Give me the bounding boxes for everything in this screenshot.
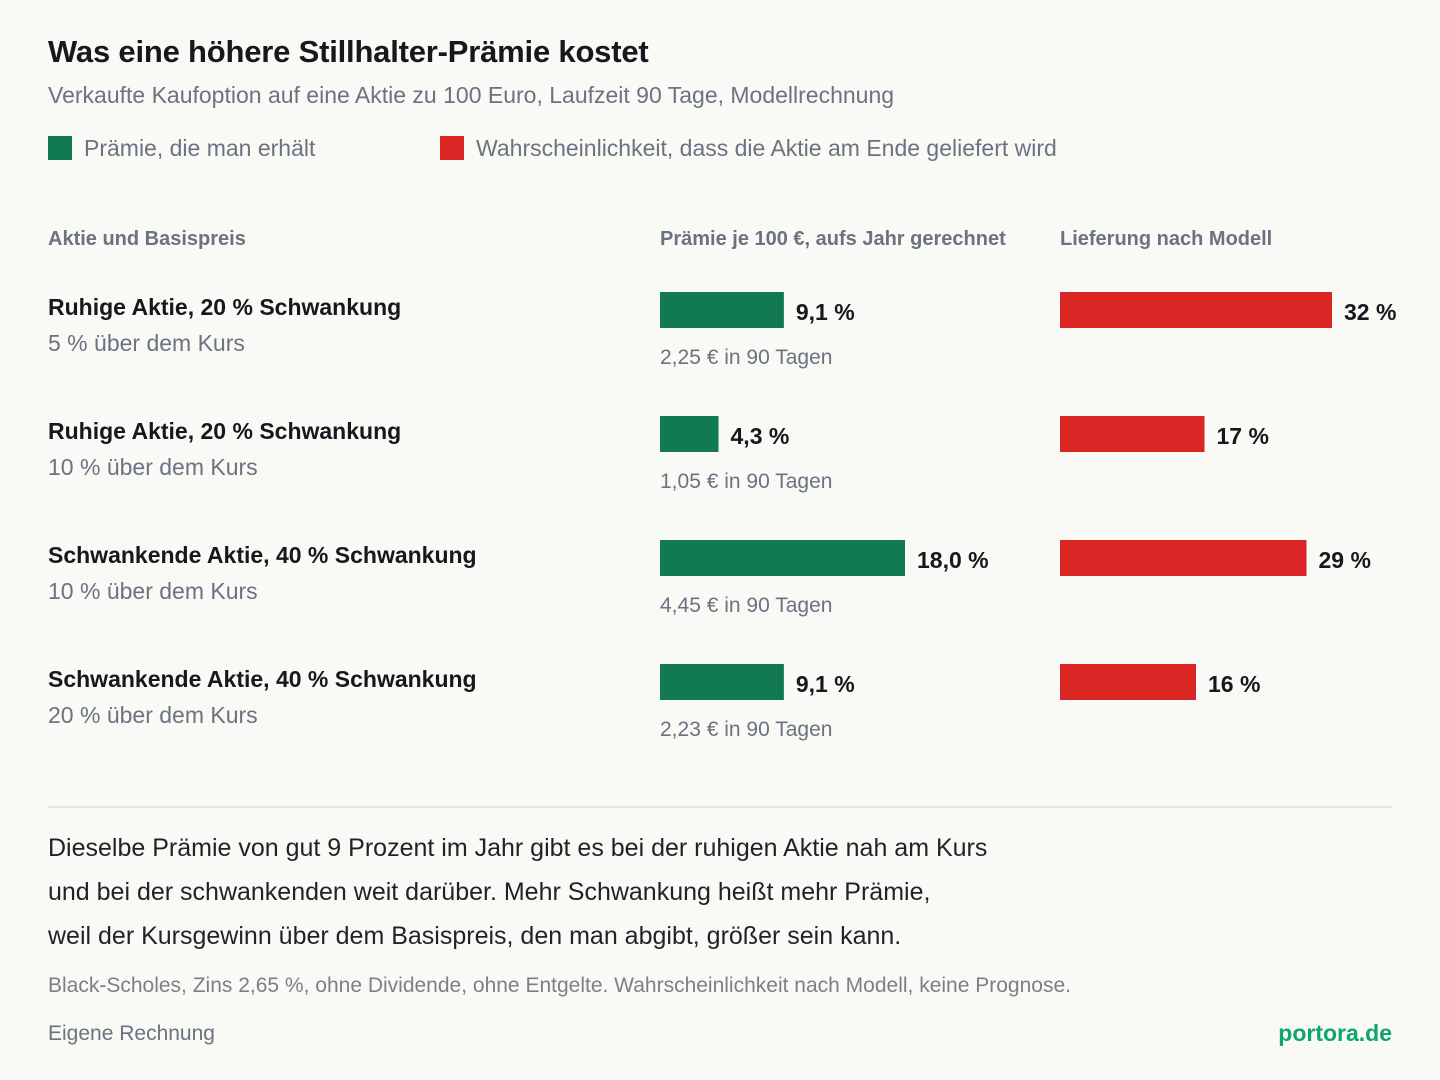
- row-subtitle: 10 % über dem Kurs: [48, 454, 258, 480]
- conclusion-line: Dieselbe Prämie von gut 9 Prozent im Jah…: [48, 834, 988, 862]
- delivery-value-label: 29 %: [1319, 547, 1371, 573]
- legend-swatch-probability: [440, 136, 464, 160]
- conclusion-line: weil der Kursgewinn über dem Basispreis,…: [48, 922, 902, 950]
- legend-probability: Wahrscheinlichkeit, dass die Aktie am En…: [440, 134, 1057, 162]
- delivery-value-label: 17 %: [1217, 423, 1269, 449]
- delivery-bar: [1060, 664, 1196, 700]
- premium-bar: [660, 664, 784, 700]
- column-header-premium: Prämie je 100 €, aufs Jahr gerechnet: [660, 228, 1006, 250]
- row-title: Ruhige Aktie, 20 % Schwankung: [48, 418, 402, 444]
- delivery-bar: [1060, 416, 1205, 452]
- premium-absolute-label: 1,05 € in 90 Tagen: [660, 470, 832, 493]
- premium-absolute-label: 2,23 € in 90 Tagen: [660, 718, 832, 741]
- premium-value-label: 9,1 %: [796, 299, 855, 325]
- legend-premium: Prämie, die man erhält: [48, 134, 315, 162]
- divider: [48, 806, 1392, 808]
- legend-probability-label: Wahrscheinlichkeit, dass die Aktie am En…: [476, 134, 1057, 161]
- legend-premium-label: Prämie, die man erhält: [84, 134, 316, 161]
- premium-bar: [660, 292, 784, 328]
- premium-absolute-label: 2,25 € in 90 Tagen: [660, 346, 832, 369]
- conclusion-text: Dieselbe Prämie von gut 9 Prozent im Jah…: [48, 826, 1248, 958]
- chart-subtitle: Verkaufte Kaufoption auf eine Aktie zu 1…: [48, 82, 895, 108]
- row-subtitle: 20 % über dem Kurs: [48, 702, 258, 728]
- premium-value-label: 4,3 %: [731, 423, 790, 449]
- premium-value-label: 18,0 %: [917, 547, 989, 573]
- premium-bar: [660, 416, 719, 452]
- column-header-delivery: Lieferung nach Modell: [1060, 228, 1273, 250]
- bar-chart: 9,1 % 2,25 € in 90 Tagen 32 % 4,3 % 1,05 € i…: [660, 292, 1396, 741]
- conclusion-line: und bei der schwankenden weit darüber. M…: [48, 878, 931, 906]
- row-subtitle: 10 % über dem Kurs: [48, 578, 258, 604]
- brand-link[interactable]: portora.de: [1278, 1020, 1392, 1046]
- legend-swatch-premium: [48, 136, 72, 160]
- premium-value-label: 9,1 %: [796, 671, 855, 697]
- source-note: Eigene Rechnung: [48, 1022, 215, 1045]
- premium-bar: [660, 540, 905, 576]
- delivery-bar: [1060, 292, 1332, 328]
- delivery-value-label: 32 %: [1344, 299, 1396, 325]
- footnote: Black-Scholes, Zins 2,65 %, ohne Dividen…: [48, 974, 1071, 997]
- column-header-stock: Aktie und Basispreis: [48, 228, 246, 250]
- row-title: Schwankende Aktie, 40 % Schwankung: [48, 666, 477, 692]
- chart-title: Was eine höhere Stillhalter-Prämie koste…: [48, 34, 649, 69]
- row-title: Schwankende Aktie, 40 % Schwankung: [48, 542, 477, 568]
- premium-absolute-label: 4,45 € in 90 Tagen: [660, 594, 832, 617]
- row-subtitle: 5 % über dem Kurs: [48, 330, 245, 356]
- row-title: Ruhige Aktie, 20 % Schwankung: [48, 294, 402, 320]
- delivery-value-label: 16 %: [1208, 671, 1260, 697]
- delivery-bar: [1060, 540, 1307, 576]
